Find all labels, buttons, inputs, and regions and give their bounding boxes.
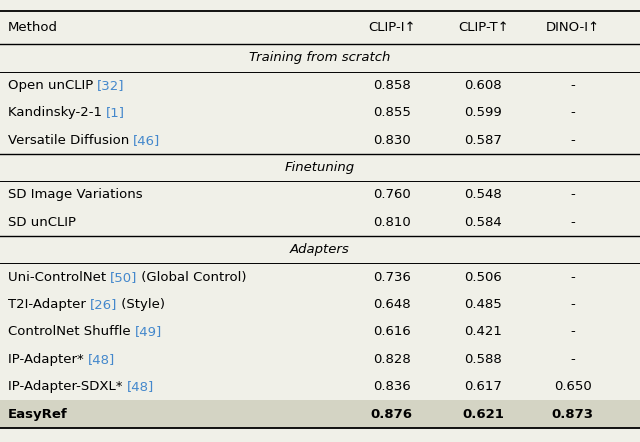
Text: [46]: [46]	[133, 133, 161, 147]
Text: 0.855: 0.855	[372, 106, 411, 119]
Text: Versatile Diffusion: Versatile Diffusion	[8, 133, 133, 147]
Text: [48]: [48]	[127, 380, 154, 393]
Text: ControlNet Shuffle: ControlNet Shuffle	[8, 325, 134, 339]
FancyBboxPatch shape	[0, 400, 640, 428]
Text: 0.736: 0.736	[372, 271, 411, 284]
Text: [32]: [32]	[97, 79, 125, 92]
Text: 0.621: 0.621	[462, 408, 504, 421]
Text: 0.587: 0.587	[464, 133, 502, 147]
Text: 0.588: 0.588	[465, 353, 502, 366]
Text: [50]: [50]	[110, 271, 138, 284]
Text: -: -	[570, 216, 575, 229]
Text: 0.836: 0.836	[373, 380, 410, 393]
Text: -: -	[570, 298, 575, 311]
Text: Finetuning: Finetuning	[285, 161, 355, 174]
Text: T2I-Adapter: T2I-Adapter	[8, 298, 90, 311]
Text: 0.617: 0.617	[464, 380, 502, 393]
Text: 0.858: 0.858	[373, 79, 410, 92]
Text: [26]: [26]	[90, 298, 117, 311]
Text: -: -	[570, 79, 575, 92]
Text: 0.584: 0.584	[465, 216, 502, 229]
Text: (Global Control): (Global Control)	[138, 271, 247, 284]
Text: -: -	[570, 106, 575, 119]
Text: 0.485: 0.485	[465, 298, 502, 311]
Text: Method: Method	[8, 21, 58, 34]
Text: Open unCLIP: Open unCLIP	[8, 79, 97, 92]
Text: -: -	[570, 271, 575, 284]
Text: EasyRef: EasyRef	[8, 408, 67, 421]
Text: 0.650: 0.650	[554, 380, 591, 393]
Text: Training from scratch: Training from scratch	[250, 51, 390, 65]
Text: -: -	[570, 133, 575, 147]
Text: 0.876: 0.876	[371, 408, 413, 421]
Text: (Style): (Style)	[117, 298, 165, 311]
Text: 0.810: 0.810	[373, 216, 410, 229]
Text: [48]: [48]	[88, 353, 115, 366]
Text: CLIP-T↑: CLIP-T↑	[458, 21, 509, 34]
Text: SD unCLIP: SD unCLIP	[8, 216, 76, 229]
Text: Kandinsky-2-1: Kandinsky-2-1	[8, 106, 106, 119]
Text: 0.648: 0.648	[373, 298, 410, 311]
Text: 0.873: 0.873	[552, 408, 594, 421]
Text: IP-Adapter-SDXL*: IP-Adapter-SDXL*	[8, 380, 127, 393]
Text: 0.760: 0.760	[373, 188, 410, 202]
Text: IP-Adapter*: IP-Adapter*	[8, 353, 88, 366]
Text: Uni-ControlNet: Uni-ControlNet	[8, 271, 110, 284]
Text: -: -	[570, 325, 575, 339]
Text: CLIP-I↑: CLIP-I↑	[368, 21, 415, 34]
Text: [1]: [1]	[106, 106, 125, 119]
Text: -: -	[570, 188, 575, 202]
Text: 0.828: 0.828	[373, 353, 410, 366]
Text: 0.548: 0.548	[465, 188, 502, 202]
Text: -: -	[570, 353, 575, 366]
Text: DINO-I↑: DINO-I↑	[546, 21, 600, 34]
Text: 0.608: 0.608	[465, 79, 502, 92]
Text: [49]: [49]	[134, 325, 162, 339]
Text: 0.616: 0.616	[373, 325, 410, 339]
Text: 0.506: 0.506	[465, 271, 502, 284]
Text: Adapters: Adapters	[290, 243, 350, 256]
Text: SD Image Variations: SD Image Variations	[8, 188, 142, 202]
Text: 0.830: 0.830	[373, 133, 410, 147]
Text: 0.421: 0.421	[464, 325, 502, 339]
Text: 0.599: 0.599	[465, 106, 502, 119]
